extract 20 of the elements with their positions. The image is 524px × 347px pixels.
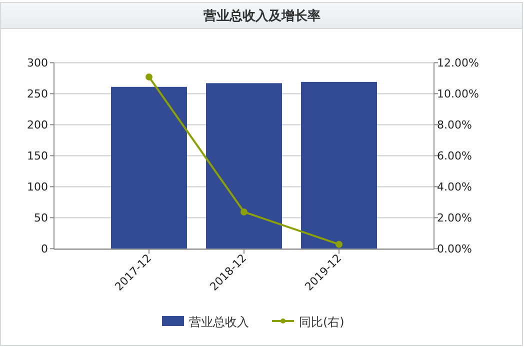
y-tick-label: 200	[27, 118, 48, 132]
y-tick-label: 0	[41, 242, 48, 256]
point	[240, 208, 248, 216]
y2-tick-label: 2.00%	[437, 212, 472, 225]
y-tick-label: 100	[27, 180, 48, 194]
y-tick-label: 300	[27, 56, 48, 70]
y2-tick-label: 10.00%	[437, 88, 479, 101]
y-tick-label: 250	[27, 88, 48, 101]
legend-label: 营业总收入	[189, 315, 249, 329]
y-tick-label: 150	[27, 150, 48, 163]
y2-tick-label: 12.00%	[437, 56, 479, 70]
point	[146, 73, 152, 80]
legend-label: 同比(右)	[299, 315, 344, 329]
y2-tick-label: 0.00%	[437, 242, 472, 256]
y2-tick-label: 8.00%	[437, 118, 472, 132]
point	[336, 240, 342, 248]
y2-tick-label: 6.00%	[437, 150, 472, 163]
y2-tick-label: 4.00%	[437, 180, 472, 194]
chart-title: 营业总收入及增长率	[202, 8, 320, 24]
y-tick-label: 50	[34, 212, 48, 225]
